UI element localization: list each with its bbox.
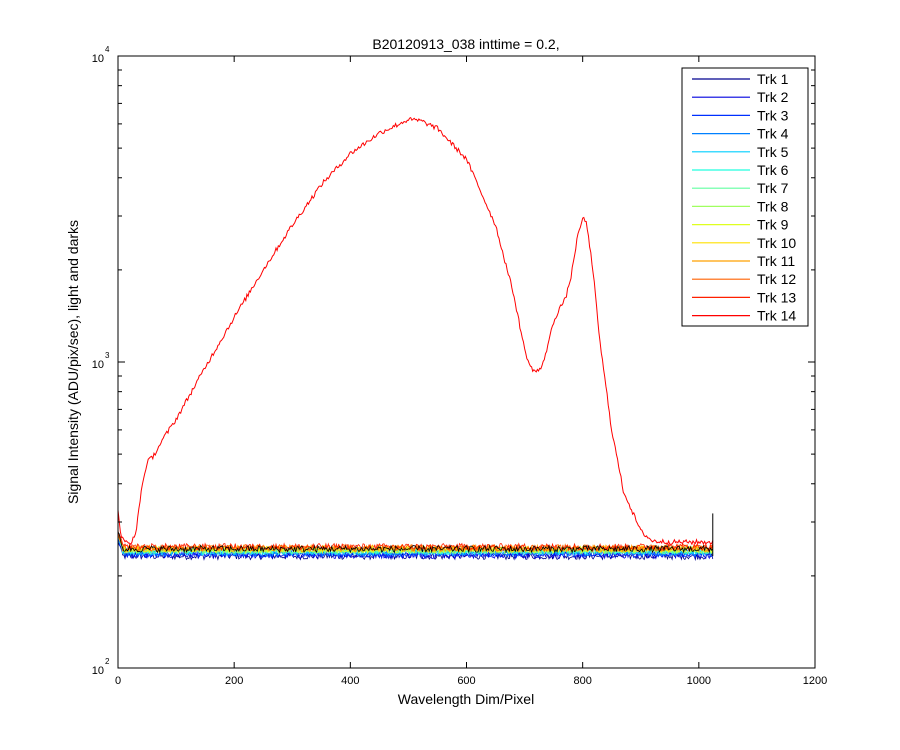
x-tick-label: 200 bbox=[225, 675, 243, 687]
legend-box bbox=[681, 67, 809, 327]
legend-label: Trk 14 bbox=[757, 308, 796, 324]
x-tick-label: 600 bbox=[457, 675, 475, 687]
x-tick-label: 1000 bbox=[687, 675, 711, 687]
legend: Trk 1 Trk 2 Trk 3 Trk 4 Trk 5 Trk 6 Trk 7 Trk 8… bbox=[681, 67, 809, 327]
legend-label: Trk 13 bbox=[757, 289, 796, 305]
y-axis-label: Signal Intensity (ADU/pix/sec), light an… bbox=[65, 220, 81, 504]
legend-label: Trk 4 bbox=[757, 126, 789, 142]
x-tick-label: 400 bbox=[341, 675, 359, 687]
y-tick-label-exp: 4 bbox=[105, 45, 110, 54]
legend-label: Trk 12 bbox=[757, 271, 796, 287]
legend-label: Trk 2 bbox=[757, 89, 789, 105]
legend-label: Trk 1 bbox=[757, 71, 789, 87]
x-axis-label: Wavelength Dim/Pixel bbox=[398, 691, 534, 707]
y-tick-label-base: 10 bbox=[92, 359, 104, 371]
y-tick-label-base: 10 bbox=[92, 53, 104, 65]
legend-label: Trk 11 bbox=[757, 253, 795, 269]
series-layer bbox=[117, 116, 714, 567]
legend-label: Trk 5 bbox=[757, 144, 789, 160]
series-line-1 bbox=[117, 540, 714, 562]
legend-label: Trk 3 bbox=[757, 107, 789, 123]
y-tick-label-exp: 3 bbox=[105, 351, 110, 360]
series-line-15 bbox=[117, 531, 714, 554]
legend-label: Trk 8 bbox=[757, 198, 789, 214]
chart-title: B20120913_038 inttime = 0.2, bbox=[372, 36, 559, 52]
y-tick-label-base: 10 bbox=[92, 665, 104, 677]
legend-label: Trk 6 bbox=[757, 162, 789, 178]
series-line-14 bbox=[117, 116, 714, 546]
x-tick-label: 800 bbox=[573, 675, 591, 687]
y-tick-label-exp: 2 bbox=[105, 657, 110, 666]
x-tick-label: 1200 bbox=[803, 675, 827, 687]
x-tick-label: 0 bbox=[115, 675, 121, 687]
legend-label: Trk 7 bbox=[757, 180, 789, 196]
legend-label: Trk 10 bbox=[757, 235, 796, 251]
legend-label: Trk 9 bbox=[757, 217, 789, 233]
